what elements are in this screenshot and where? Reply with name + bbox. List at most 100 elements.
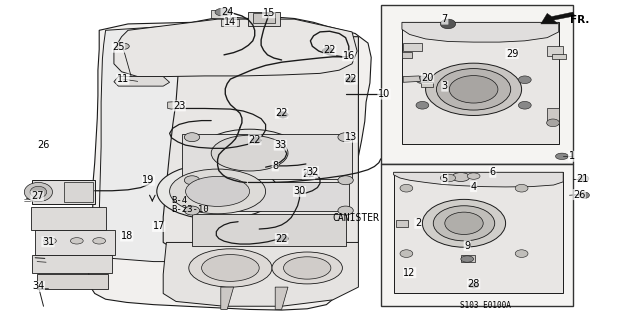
Bar <box>182 134 352 179</box>
Ellipse shape <box>278 112 288 118</box>
Text: B-4: B-4 <box>172 196 188 205</box>
Text: 27: 27 <box>31 191 44 201</box>
Bar <box>381 164 573 306</box>
Ellipse shape <box>518 101 531 109</box>
Text: 22: 22 <box>275 108 288 118</box>
Text: CANISTER: CANISTER <box>333 212 380 223</box>
Polygon shape <box>163 37 358 255</box>
Text: 29: 29 <box>506 48 518 59</box>
Polygon shape <box>221 287 234 309</box>
Text: 21: 21 <box>576 174 589 184</box>
Text: 22: 22 <box>344 74 357 84</box>
Ellipse shape <box>44 238 56 244</box>
Ellipse shape <box>278 235 288 242</box>
Polygon shape <box>541 12 575 24</box>
Text: 12: 12 <box>403 268 416 278</box>
Bar <box>552 54 566 59</box>
Text: 7: 7 <box>442 14 448 24</box>
Text: 22: 22 <box>302 169 315 179</box>
Ellipse shape <box>515 250 528 257</box>
Ellipse shape <box>422 199 506 247</box>
Ellipse shape <box>323 47 333 54</box>
Ellipse shape <box>440 19 456 29</box>
Text: 8: 8 <box>272 161 278 171</box>
Ellipse shape <box>211 135 288 171</box>
Text: 22: 22 <box>248 135 261 145</box>
Text: 34: 34 <box>32 281 45 292</box>
Ellipse shape <box>433 206 495 241</box>
Text: 32: 32 <box>306 167 319 177</box>
Ellipse shape <box>449 76 498 103</box>
Text: 30: 30 <box>293 186 306 197</box>
Text: B-23-10: B-23-10 <box>172 205 209 214</box>
Ellipse shape <box>338 206 353 215</box>
Ellipse shape <box>116 43 129 49</box>
Polygon shape <box>32 180 95 204</box>
Ellipse shape <box>556 153 568 160</box>
Text: 22: 22 <box>275 234 288 244</box>
Ellipse shape <box>170 169 266 214</box>
Text: 14: 14 <box>224 17 237 27</box>
Polygon shape <box>31 207 106 230</box>
Ellipse shape <box>24 182 52 202</box>
Bar <box>381 5 573 164</box>
Text: 31: 31 <box>42 237 54 247</box>
Text: 18: 18 <box>120 231 133 241</box>
Text: 19: 19 <box>142 175 155 185</box>
Polygon shape <box>403 76 420 82</box>
Ellipse shape <box>284 257 331 279</box>
Polygon shape <box>163 242 358 306</box>
Ellipse shape <box>452 173 470 182</box>
Ellipse shape <box>189 249 272 287</box>
Ellipse shape <box>338 133 353 142</box>
Bar <box>402 22 559 144</box>
Text: 4: 4 <box>470 182 477 192</box>
Text: 23: 23 <box>173 101 186 111</box>
Ellipse shape <box>202 255 259 281</box>
Ellipse shape <box>515 184 528 192</box>
Polygon shape <box>402 22 559 42</box>
Text: 9: 9 <box>464 241 470 251</box>
Ellipse shape <box>346 77 356 83</box>
Polygon shape <box>168 101 180 109</box>
Ellipse shape <box>426 63 522 115</box>
Ellipse shape <box>184 176 200 185</box>
Polygon shape <box>394 172 563 187</box>
Text: 24: 24 <box>221 7 234 17</box>
Text: 3: 3 <box>442 81 448 91</box>
Ellipse shape <box>579 175 589 182</box>
Ellipse shape <box>436 69 511 110</box>
Bar <box>64 182 93 202</box>
Polygon shape <box>275 287 288 309</box>
Ellipse shape <box>440 174 456 182</box>
Bar <box>402 52 412 58</box>
Text: FR.: FR. <box>570 15 589 25</box>
Text: 25: 25 <box>112 42 125 52</box>
Bar <box>547 46 563 56</box>
Ellipse shape <box>198 129 301 177</box>
Text: 15: 15 <box>262 8 275 18</box>
Ellipse shape <box>70 238 83 244</box>
Text: 5: 5 <box>442 174 448 184</box>
Ellipse shape <box>547 119 559 127</box>
Polygon shape <box>88 18 371 310</box>
Ellipse shape <box>305 171 315 177</box>
Polygon shape <box>114 19 357 77</box>
Ellipse shape <box>400 250 413 257</box>
Ellipse shape <box>445 212 483 234</box>
Ellipse shape <box>184 206 200 215</box>
Bar <box>211 10 230 18</box>
Bar <box>253 13 275 23</box>
Text: 10: 10 <box>378 89 390 99</box>
Text: 22: 22 <box>323 45 336 56</box>
Ellipse shape <box>157 163 278 219</box>
Ellipse shape <box>251 137 261 144</box>
Text: 28: 28 <box>467 279 480 289</box>
Ellipse shape <box>93 238 106 244</box>
Text: 33: 33 <box>274 140 287 150</box>
Text: 11: 11 <box>116 74 129 84</box>
Bar <box>394 172 563 293</box>
Bar <box>461 255 475 262</box>
Ellipse shape <box>518 76 531 84</box>
Ellipse shape <box>184 133 200 142</box>
